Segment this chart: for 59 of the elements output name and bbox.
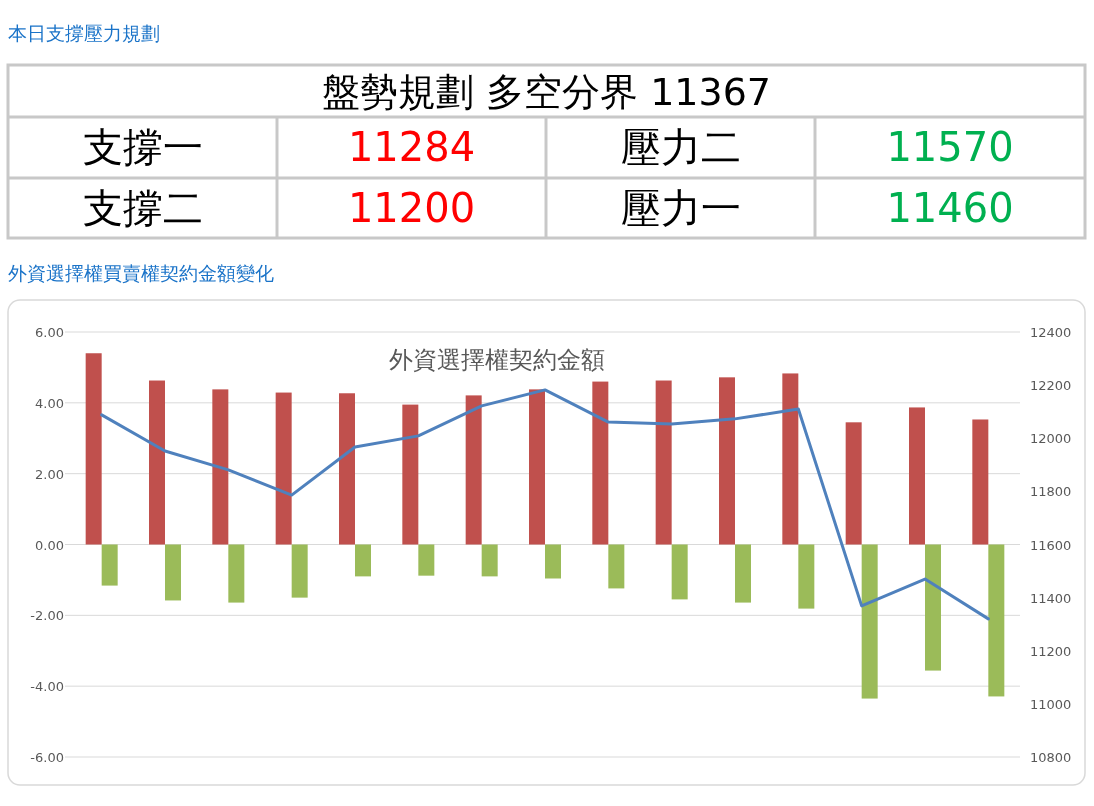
y2-tick-label: 11000 — [1030, 696, 1072, 712]
bar — [101, 544, 118, 586]
y-tick-label: 6.00 — [35, 325, 64, 340]
bar — [339, 393, 355, 545]
y-tick-label: 4.00 — [35, 395, 64, 411]
bar — [465, 395, 482, 545]
text: 外資選擇權契約金額 — [389, 346, 605, 374]
y2-tick-label: 12000 — [1030, 431, 1072, 447]
bar — [212, 389, 229, 545]
y-tick-label: 0.00 — [35, 537, 64, 553]
bar — [355, 544, 371, 577]
y-tick-label: -4.00 — [30, 679, 64, 695]
y2-tick-label: 12200 — [1030, 378, 1072, 394]
text: 本日支撐壓力規劃 — [8, 22, 160, 44]
bar — [275, 392, 292, 545]
bar — [545, 544, 561, 579]
bar — [719, 377, 735, 545]
bar — [149, 380, 165, 545]
bar — [481, 544, 498, 577]
y-tick-label: -2.00 — [30, 608, 64, 624]
bar — [735, 544, 751, 603]
bar — [925, 544, 941, 671]
y2-tick-label: 10800 — [1030, 750, 1072, 765]
y2-tick-label: 12400 — [1030, 325, 1072, 340]
text: 支撐一 — [82, 124, 203, 170]
bar — [165, 544, 181, 601]
bar — [85, 353, 102, 545]
bar — [291, 544, 308, 598]
bar — [845, 422, 862, 545]
text: 11200 — [347, 185, 476, 231]
text: 壓力二 — [620, 124, 741, 170]
bar — [655, 380, 672, 545]
bar — [671, 544, 688, 600]
text: 11570 — [886, 124, 1014, 170]
y-tick-label: 2.00 — [35, 466, 64, 482]
text: 11460 — [886, 185, 1014, 231]
y2-tick-label: 11400 — [1030, 590, 1072, 606]
bar — [798, 544, 815, 609]
y-tick-label: -6.00 — [30, 750, 64, 765]
bar — [608, 544, 625, 589]
bar — [592, 381, 609, 545]
line-series — [100, 388, 990, 621]
bar — [988, 544, 1005, 697]
bar — [529, 389, 545, 545]
y2-tick-label: 11600 — [1030, 537, 1072, 553]
text: 壓力一 — [620, 185, 741, 231]
y2-tick-label: 11800 — [1030, 484, 1072, 500]
bar — [909, 407, 925, 545]
y2-tick-label: 11200 — [1030, 643, 1072, 659]
bar — [972, 419, 989, 545]
bar — [228, 544, 245, 603]
bar — [782, 373, 799, 545]
chart-subtitle: 外資選擇權買賣權契約金額變化 — [8, 262, 274, 284]
text: 支撐二 — [82, 185, 203, 231]
bar — [861, 544, 878, 699]
bar — [418, 544, 435, 576]
bar — [402, 404, 419, 545]
text: 11284 — [347, 124, 476, 170]
text: 盤勢規劃 多空分界 11367 — [321, 70, 772, 114]
